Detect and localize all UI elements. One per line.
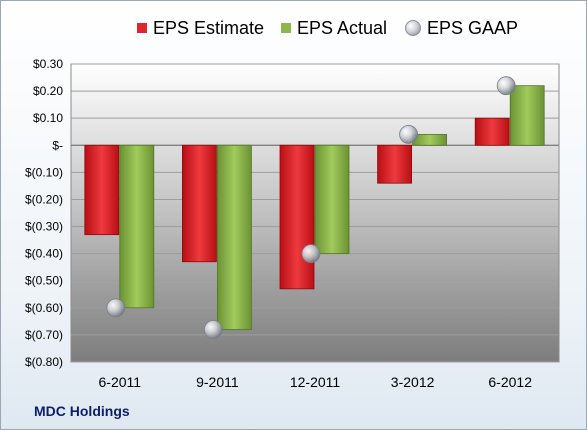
y-tick-label: $- bbox=[52, 138, 63, 152]
legend-label-eps-gaap: EPS GAAP bbox=[427, 17, 519, 38]
eps-gaap-marker bbox=[496, 76, 516, 96]
legend-item-eps-gaap: EPS GAAP bbox=[405, 13, 518, 43]
x-tick-label: 6-2012 bbox=[488, 374, 532, 390]
eps-estimate-bar bbox=[181, 144, 217, 263]
eps-gaap-marker bbox=[203, 320, 223, 339]
y-tick-label: $(0.50) bbox=[25, 274, 63, 288]
y-tick-label: $0.30 bbox=[33, 57, 63, 71]
y-tick-label: $(0.80) bbox=[25, 355, 63, 369]
eps-gaap-marker bbox=[399, 125, 419, 144]
x-tick-label: 3-2012 bbox=[391, 374, 435, 390]
eps-estimate-bar bbox=[279, 144, 315, 290]
eps-actual-bar bbox=[509, 85, 545, 146]
y-tick-label: $(0.70) bbox=[25, 328, 63, 342]
legend-swatch-eps-estimate bbox=[137, 23, 147, 33]
y-tick-label: $0.20 bbox=[33, 84, 63, 98]
y-tick-label: $(0.40) bbox=[25, 247, 63, 261]
eps-estimate-bar bbox=[84, 144, 120, 236]
y-tick-label: $0.10 bbox=[33, 111, 63, 125]
eps-actual-bar bbox=[314, 144, 350, 255]
legend-swatch-eps-actual bbox=[281, 23, 291, 33]
legend-label-eps-actual: EPS Actual bbox=[297, 17, 388, 38]
eps-gaap-marker bbox=[106, 298, 126, 318]
eps-actual-bar bbox=[119, 144, 155, 309]
legend-item-eps-estimate: EPS Estimate bbox=[137, 13, 264, 43]
eps-gaap-marker bbox=[301, 244, 321, 264]
y-tick-label: $(0.10) bbox=[25, 165, 63, 179]
eps-actual-bar bbox=[216, 144, 252, 330]
legend-marker-eps-gaap bbox=[405, 20, 421, 36]
x-tick-label: 12-2011 bbox=[290, 374, 341, 390]
x-tick-label: 9-2011 bbox=[196, 374, 239, 390]
legend-item-eps-actual: EPS Actual bbox=[281, 13, 387, 43]
y-tick-label: $(0.60) bbox=[25, 301, 63, 315]
legend: EPS Estimate EPS Actual EPS GAAP bbox=[1, 13, 586, 43]
eps-estimate-bar bbox=[377, 144, 413, 184]
x-tick-label: 6-2011 bbox=[99, 374, 142, 390]
y-tick-label: $(0.30) bbox=[25, 220, 63, 234]
eps-estimate-bar bbox=[474, 117, 510, 146]
company-name: MDC Holdings bbox=[34, 403, 130, 419]
y-tick-label: $(0.20) bbox=[25, 192, 63, 206]
legend-label-eps-estimate: EPS Estimate bbox=[153, 17, 265, 38]
